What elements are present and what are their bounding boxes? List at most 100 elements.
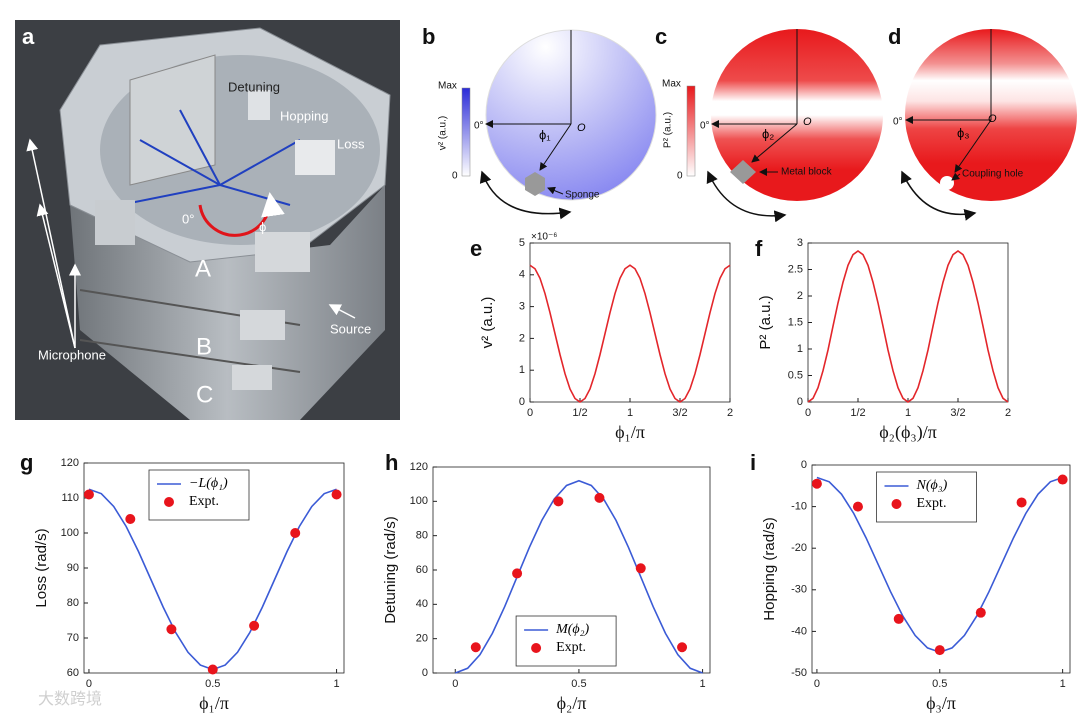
photo-annotation: Hopping	[280, 108, 328, 123]
panel-label: c	[655, 24, 667, 49]
x-axis-title: ϕ₃/π	[926, 693, 956, 713]
panel-label: a	[22, 24, 35, 49]
y-tick-label: 120	[61, 457, 79, 469]
panel-label: f	[755, 236, 763, 261]
y-tick-label: 2	[797, 290, 803, 302]
chart: i -50 -40 -30 -20 -10 0 0 0.5 1 Hopping (rad/s) ϕ₃/…	[750, 450, 1071, 713]
legend-label: Expt.	[189, 494, 219, 509]
data-point	[553, 496, 564, 507]
x-tick-label: 0	[814, 678, 820, 690]
angle-label: ϕ₂	[762, 126, 774, 141]
x-tick-label: 1/2	[572, 407, 587, 419]
chart: f 0 0.5 1 1.5 2 2.5 3 0 1/2 1 3/2 2 P² (a.u.) ϕ₂(ϕ₃)/π	[755, 236, 1011, 443]
zero-angle: 0°	[700, 121, 710, 132]
data-point	[331, 489, 342, 500]
legend-label: −L(ϕ₁)	[189, 476, 228, 491]
x-tick-label: 1	[905, 407, 911, 419]
y-tick-label: -30	[791, 584, 807, 596]
panel-label: b	[422, 24, 435, 49]
object-label: Coupling hole	[962, 169, 1024, 180]
data-point	[594, 492, 605, 503]
y-tick-label: 100	[61, 527, 79, 539]
chart: e 0 1 2 3 4 5 0 1/2 1 3/2 2 v² (a.u.) ϕ₁/π ×10⁻⁶	[470, 232, 733, 442]
photo-panel: a Detuning Hopping Loss 0° ϕ A B C Sourc…	[15, 20, 400, 420]
y-multiplier: ×10⁻⁶	[531, 232, 557, 243]
x-tick-label: 0.5	[205, 678, 220, 690]
data-point	[290, 528, 301, 538]
plot-frame	[529, 242, 731, 403]
x-tick-label: 1/2	[850, 407, 865, 419]
x-tick-label: 0	[86, 678, 92, 690]
x-tick-label: 3/2	[672, 407, 687, 419]
y-tick-label: 2.5	[788, 263, 803, 275]
y-tick-label: 20	[416, 633, 428, 645]
legend-marker	[164, 497, 174, 507]
colorbar-label: v² (a.u.)	[438, 116, 449, 150]
x-tick-label: 1	[334, 678, 340, 690]
y-tick-label: 40	[416, 598, 428, 610]
y-tick-label: 80	[67, 597, 79, 609]
angle-label: ϕ₃	[957, 125, 970, 140]
y-axis-title: v² (a.u.)	[479, 297, 496, 349]
x-tick-label: 0	[452, 678, 458, 690]
chart: g 60 70 80 90 100 110 120 0 0.5 1 Loss (rad/s) ϕ₁/π −…	[20, 450, 345, 713]
colorbar	[686, 85, 696, 177]
panel-label: g	[20, 450, 33, 475]
watermark: 大数跨境	[38, 689, 102, 708]
origin-label: O	[803, 116, 812, 128]
panel-label: d	[888, 24, 901, 49]
legend-label: N(ϕ₃)	[916, 478, 948, 493]
data-point	[207, 664, 218, 675]
divider	[129, 54, 216, 186]
y-axis-title: P² (a.u.)	[757, 295, 774, 349]
y-tick-label: 0	[801, 459, 807, 471]
data-point	[934, 645, 945, 656]
data-point	[470, 642, 481, 653]
data-point	[635, 563, 646, 574]
diagram-c: c Max 0 P² (a.u.) 0° ϕ₂ O Metal block	[655, 24, 883, 223]
colorbar-min: 0	[452, 171, 458, 182]
legend-label: M(ϕ₂)	[555, 622, 589, 637]
y-tick-label: 5	[519, 237, 525, 249]
data-point	[975, 607, 986, 618]
colorbar-max: Max	[438, 81, 457, 92]
x-tick-label: 1	[1060, 678, 1066, 690]
legend-label: Expt.	[917, 496, 947, 511]
curve	[529, 264, 731, 403]
y-tick-label: 0	[519, 396, 525, 408]
x-axis-title: ϕ₂(ϕ₃)/π	[879, 422, 937, 443]
y-tick-label: 3	[519, 301, 525, 313]
x-axis-title: ϕ₁/π	[615, 422, 645, 442]
legend-marker	[891, 499, 902, 509]
y-tick-label: 80	[416, 530, 428, 542]
y-tick-label: 90	[67, 562, 79, 574]
colorbar-min: 0	[677, 171, 683, 182]
data-point	[811, 478, 822, 489]
photo-annotation: ϕ	[259, 219, 266, 234]
object-label: Metal block	[781, 167, 833, 178]
coupling-hole	[940, 176, 954, 190]
y-axis-title: Loss (rad/s)	[33, 528, 50, 607]
colorbar-label: P² (a.u.)	[663, 112, 674, 148]
photo-annotation: Detuning	[228, 79, 280, 94]
layer-label: C	[196, 381, 213, 408]
panel-label: e	[470, 236, 482, 261]
x-tick-label: 2	[727, 407, 733, 419]
panel-label: i	[750, 450, 756, 475]
photo-annotation: Loss	[337, 136, 365, 151]
legend-label: Expt.	[556, 640, 586, 655]
y-tick-label: 0	[797, 396, 803, 408]
y-tick-label: 100	[410, 495, 428, 507]
zero-angle: 0°	[474, 121, 484, 132]
data-point	[512, 568, 523, 579]
data-point	[1016, 497, 1027, 508]
x-tick-label: 3/2	[950, 407, 965, 419]
angle-label: ϕ₁	[539, 127, 551, 142]
zero-angle: 0°	[893, 117, 903, 128]
photo-annotation: 0°	[182, 211, 194, 226]
object-label: Sponge	[565, 190, 600, 201]
y-axis-title: Hopping (rad/s)	[761, 517, 778, 620]
data-point	[1057, 474, 1068, 485]
x-axis-title: ϕ₁/π	[199, 693, 229, 713]
